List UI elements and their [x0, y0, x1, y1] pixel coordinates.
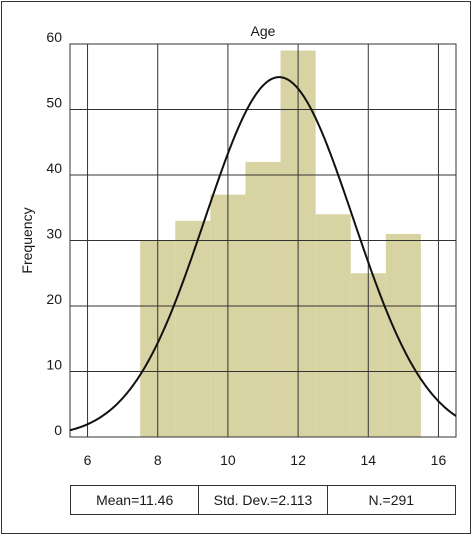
stat-n: N.=291: [326, 486, 455, 514]
x-tick-label: 14: [360, 452, 376, 468]
x-tick-label: 12: [290, 452, 306, 468]
normal-curve: [69, 76, 457, 432]
chart-title: Age: [251, 23, 276, 39]
x-tick-label: 8: [154, 452, 162, 468]
bars-group: [140, 50, 421, 438]
x-tick-label: 16: [431, 452, 447, 468]
histogram-bar: [315, 214, 351, 437]
plot-frame: [69, 43, 457, 438]
histogram-bar: [385, 233, 421, 437]
y-tick-label: 60: [46, 29, 62, 45]
y-axis-label: Frequency: [19, 207, 35, 273]
y-tick-label: 0: [54, 422, 62, 438]
y-tick-label: 40: [46, 160, 62, 176]
stat-mean: Mean=11.46: [96, 492, 174, 508]
y-tick-label: 50: [46, 95, 62, 111]
stat-std: Std. Dev.=2.113: [198, 486, 326, 514]
stats-table: Mean=11.46 Std. Dev.=2.113 N.=291: [70, 485, 456, 515]
y-tick-label: 30: [46, 226, 62, 242]
y-tick-label: 20: [46, 291, 62, 307]
x-tick-label: 6: [84, 452, 92, 468]
histogram-bar: [245, 161, 281, 437]
y-tick-label: 10: [46, 357, 62, 373]
axis-ticks: 6 8 10 12 14 16 0 10 20 30 40 50 60: [46, 29, 446, 468]
x-tick-label: 10: [220, 452, 236, 468]
